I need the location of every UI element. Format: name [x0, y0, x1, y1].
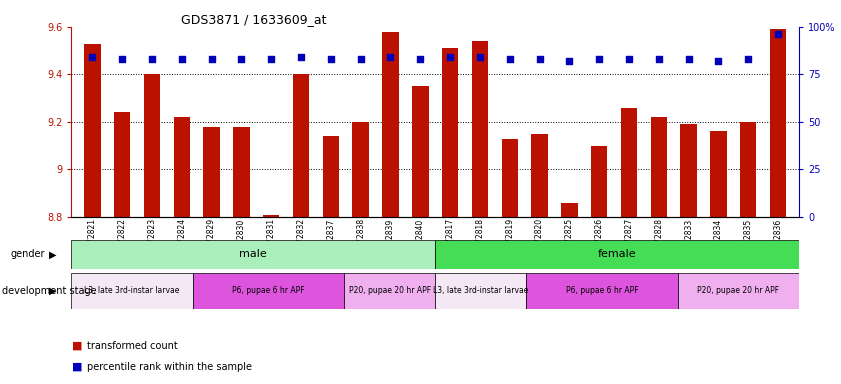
Point	[622, 56, 636, 62]
Bar	[711, 131, 727, 217]
Bar	[71, 240, 436, 269]
Point	[115, 56, 129, 62]
Text: gender: gender	[10, 249, 45, 260]
Bar	[442, 48, 458, 217]
Bar	[204, 127, 220, 217]
Point	[205, 56, 219, 62]
Bar	[651, 117, 667, 217]
Bar	[412, 86, 429, 217]
Bar	[193, 273, 344, 309]
Bar	[770, 29, 786, 217]
Bar	[344, 273, 436, 309]
Text: ■: ■	[71, 362, 82, 372]
Bar	[323, 136, 339, 217]
Point	[324, 56, 337, 62]
Bar	[173, 117, 190, 217]
Text: percentile rank within the sample: percentile rank within the sample	[87, 362, 251, 372]
Text: ▶: ▶	[50, 286, 56, 296]
Point	[294, 54, 308, 60]
Text: L3, late 3rd-instar larvae: L3, late 3rd-instar larvae	[433, 286, 528, 295]
Point	[473, 54, 487, 60]
Bar	[144, 74, 160, 217]
Point	[145, 56, 159, 62]
Bar	[680, 124, 697, 217]
Point	[383, 54, 397, 60]
Text: ■: ■	[71, 341, 82, 351]
Point	[563, 58, 576, 64]
Text: development stage: development stage	[2, 286, 97, 296]
Point	[443, 54, 457, 60]
Bar	[263, 215, 279, 217]
Bar	[84, 43, 101, 217]
Text: transformed count: transformed count	[87, 341, 177, 351]
Point	[86, 54, 99, 60]
Bar	[71, 273, 193, 309]
Bar	[352, 122, 369, 217]
Point	[771, 31, 785, 38]
Point	[414, 56, 427, 62]
Bar	[383, 31, 399, 217]
Bar	[561, 203, 578, 217]
Text: female: female	[598, 249, 637, 260]
Text: L3, late 3rd-instar larvae: L3, late 3rd-instar larvae	[84, 286, 180, 295]
Bar	[293, 74, 309, 217]
Text: P20, pupae 20 hr APF: P20, pupae 20 hr APF	[349, 286, 431, 295]
Bar	[501, 139, 518, 217]
Text: ▶: ▶	[50, 249, 56, 260]
Bar	[621, 108, 637, 217]
Bar	[114, 113, 130, 217]
Bar	[591, 146, 607, 217]
Bar	[436, 273, 526, 309]
Text: P6, pupae 6 hr APF: P6, pupae 6 hr APF	[232, 286, 304, 295]
Text: P6, pupae 6 hr APF: P6, pupae 6 hr APF	[566, 286, 638, 295]
Bar	[233, 127, 250, 217]
Bar	[532, 134, 547, 217]
Text: GDS3871 / 1633609_at: GDS3871 / 1633609_at	[181, 13, 326, 26]
Bar	[740, 122, 756, 217]
Point	[592, 56, 606, 62]
Point	[742, 56, 755, 62]
Bar	[472, 41, 488, 217]
Text: male: male	[240, 249, 267, 260]
Point	[175, 56, 188, 62]
Point	[354, 56, 368, 62]
Bar	[678, 273, 799, 309]
Point	[652, 56, 665, 62]
Bar	[436, 240, 799, 269]
Bar	[526, 273, 678, 309]
Point	[235, 56, 248, 62]
Point	[265, 56, 278, 62]
Text: P20, pupae 20 hr APF: P20, pupae 20 hr APF	[697, 286, 780, 295]
Point	[711, 58, 725, 64]
Point	[682, 56, 696, 62]
Point	[503, 56, 516, 62]
Point	[533, 56, 547, 62]
